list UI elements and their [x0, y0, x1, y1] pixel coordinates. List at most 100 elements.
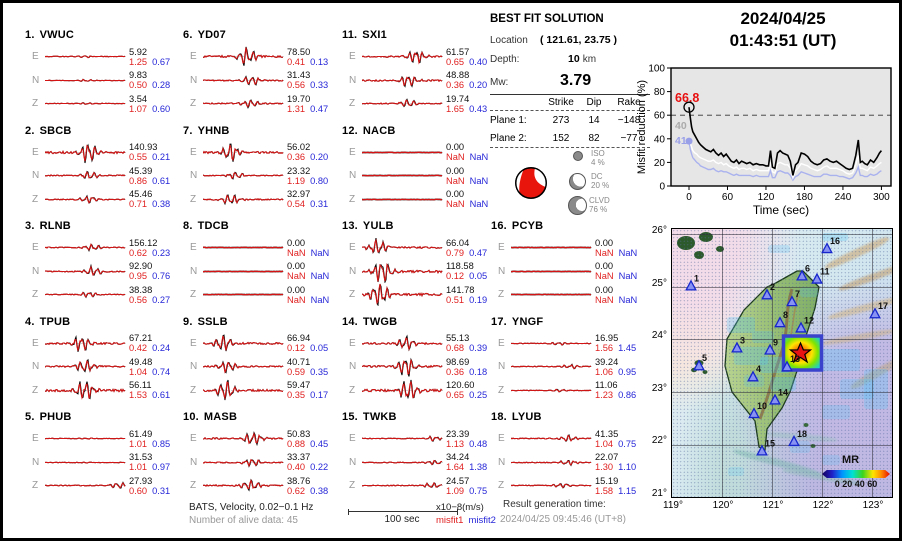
- misfit1-value: 1.01: [129, 438, 148, 449]
- waveform-trace: [511, 388, 592, 393]
- station-panel-masb: 10. MASB E 50.83 0.88 0.45 N 33.37 0.40 0.22 Z 38.7…: [183, 411, 341, 498]
- trace-values: 0.00 NaN NaN: [592, 238, 649, 258]
- amplitude-value: 19.70: [287, 93, 311, 104]
- component-label: E: [190, 433, 197, 445]
- misfit1-value: NaN: [446, 199, 465, 210]
- trace-row-n: N 0.00 NaN NaN: [491, 260, 649, 284]
- amplitude-value: 11.06: [595, 380, 618, 391]
- plane-strike: 273: [552, 114, 570, 126]
- map-station-id: 2: [770, 282, 775, 292]
- component-label: E: [32, 242, 39, 254]
- misfit1-value: 0.60: [129, 485, 148, 496]
- trace-values: 23.39 1.13 0.48: [443, 429, 500, 449]
- map-station-marker: [693, 359, 705, 371]
- component-label: Z: [32, 289, 39, 301]
- map-station-id: 4: [756, 364, 761, 374]
- station-name: RLNB: [39, 220, 71, 232]
- station-name: YHNB: [197, 124, 230, 137]
- station-number: 6.: [183, 29, 193, 41]
- misfit2-value: 0.47: [469, 247, 488, 258]
- misfit2-value: 1.45: [618, 343, 637, 354]
- misfit1-value: 1.64: [446, 462, 465, 473]
- amplitude-value: 34.24: [446, 452, 470, 463]
- station-number: 1.: [25, 29, 35, 41]
- trace-row-e: E 41.35 1.04 0.75: [491, 427, 649, 451]
- map-station-marker: [761, 288, 773, 300]
- trace-row-n: N 23.32 1.19 0.80: [183, 164, 341, 188]
- svg-text:60: 60: [654, 111, 666, 122]
- misfit1-value: 0.56: [287, 80, 306, 91]
- station-number: 17.: [491, 315, 507, 328]
- amplitude-value: 98.69: [446, 356, 470, 367]
- misfit1-value: 0.71: [129, 199, 148, 210]
- station-name: SXI1: [362, 29, 387, 41]
- station-panel-twkb: 15. TWKB E 23.39 1.13 0.48 N 34.24 1.64 1.38 Z 24.5…: [342, 411, 500, 498]
- misfit1-value: 0.62: [129, 247, 148, 258]
- trace-row-z: Z 56.11 1.53 0.61: [25, 379, 183, 403]
- trace-values: 56.02 0.36 0.20: [284, 142, 341, 162]
- misfit1-value: NaN: [595, 294, 614, 305]
- misfit1-value: 1.19: [287, 175, 306, 186]
- misfit2-value: 0.05: [469, 271, 488, 282]
- waveform-trace: [362, 334, 443, 352]
- waveform-trace: [362, 482, 443, 489]
- misfit2-value: 0.85: [152, 438, 171, 449]
- trace-row-z: Z 27.93 0.60 0.31: [25, 474, 183, 498]
- waveform-trace: [362, 262, 443, 283]
- best-fit-solution-panel: BEST FIT SOLUTION Location ( 121.61, 23.…: [490, 13, 658, 148]
- misfit2-value: 0.23: [152, 247, 171, 258]
- waveform-trace: [45, 78, 126, 82]
- misfit2-value: NaN: [618, 247, 638, 258]
- misfit2-value: 0.20: [469, 80, 488, 91]
- lat-tick-label: 22°: [651, 435, 667, 446]
- misfit2-value: 0.48: [469, 438, 488, 449]
- amplitude-value: 45.39: [129, 165, 153, 176]
- station-title: 17. YNGF: [491, 316, 649, 329]
- misfit2-value: 0.60: [152, 103, 171, 114]
- map-station-marker: [795, 321, 807, 333]
- trace-values: 9.83 0.50 0.28: [126, 70, 183, 90]
- svg-text:20: 20: [654, 158, 666, 169]
- lat-tick-label: 24°: [651, 330, 667, 341]
- misfit2-value: 0.97: [152, 462, 171, 473]
- misfit2-value: 0.75: [618, 438, 637, 449]
- misfit2-value: 0.28: [152, 80, 171, 91]
- svg-text:0: 0: [659, 182, 665, 193]
- component-label: Z: [349, 384, 356, 396]
- waveform-trace: [45, 194, 126, 204]
- trace-row-z: Z 0.00 NaN NaN: [183, 283, 341, 307]
- misfit1-value: 0.62: [287, 485, 306, 496]
- waveform-trace: [203, 379, 284, 401]
- station-name: LYUB: [511, 411, 542, 423]
- amplitude-value: 38.76: [287, 475, 311, 486]
- plane-strike: 152: [552, 132, 570, 144]
- station-name: PCYB: [511, 220, 544, 232]
- amplitude-value: 23.39: [446, 428, 470, 439]
- component-label: N: [32, 265, 40, 277]
- amplitude-value: 16.95: [595, 333, 619, 344]
- lat-tick-label: 25°: [651, 278, 667, 289]
- map-station-marker: [869, 307, 881, 319]
- station-number: 18.: [491, 411, 507, 423]
- component-label: E: [349, 51, 356, 63]
- waveform-trace: [45, 437, 126, 441]
- amplitude-value: 39.24: [595, 356, 619, 367]
- misfit2-value: 0.61: [152, 175, 171, 186]
- station-panel-tpub: 4. TPUB E 67.21 0.42 0.24 N 49.48 1.04 0.74 Z 56.11…: [25, 316, 183, 403]
- waveform-trace: [203, 47, 284, 67]
- misfit1-value: NaN: [446, 175, 465, 186]
- component-label: Z: [32, 98, 39, 110]
- plane-dip: 14: [588, 114, 600, 126]
- station-panel-yngf: 17. YNGF E 16.95 1.56 1.45 N 39.24 1.06 0.95 Z 11.0…: [491, 316, 649, 403]
- decomposition-iso: ISO 4 %: [591, 149, 605, 167]
- misfit1-value: 0.55: [129, 152, 148, 163]
- trace-row-z: Z 38.38 0.56 0.27: [25, 283, 183, 307]
- misfit1-value: 0.40: [287, 462, 306, 473]
- component-label: E: [32, 433, 39, 445]
- component-label: E: [190, 337, 197, 349]
- lon-tick-label: 122°: [812, 500, 834, 511]
- depth-label: Depth:: [490, 54, 520, 65]
- trace-row-e: E 0.00 NaN NaN: [342, 141, 500, 165]
- component-label: E: [190, 146, 197, 158]
- component-label: E: [498, 337, 505, 349]
